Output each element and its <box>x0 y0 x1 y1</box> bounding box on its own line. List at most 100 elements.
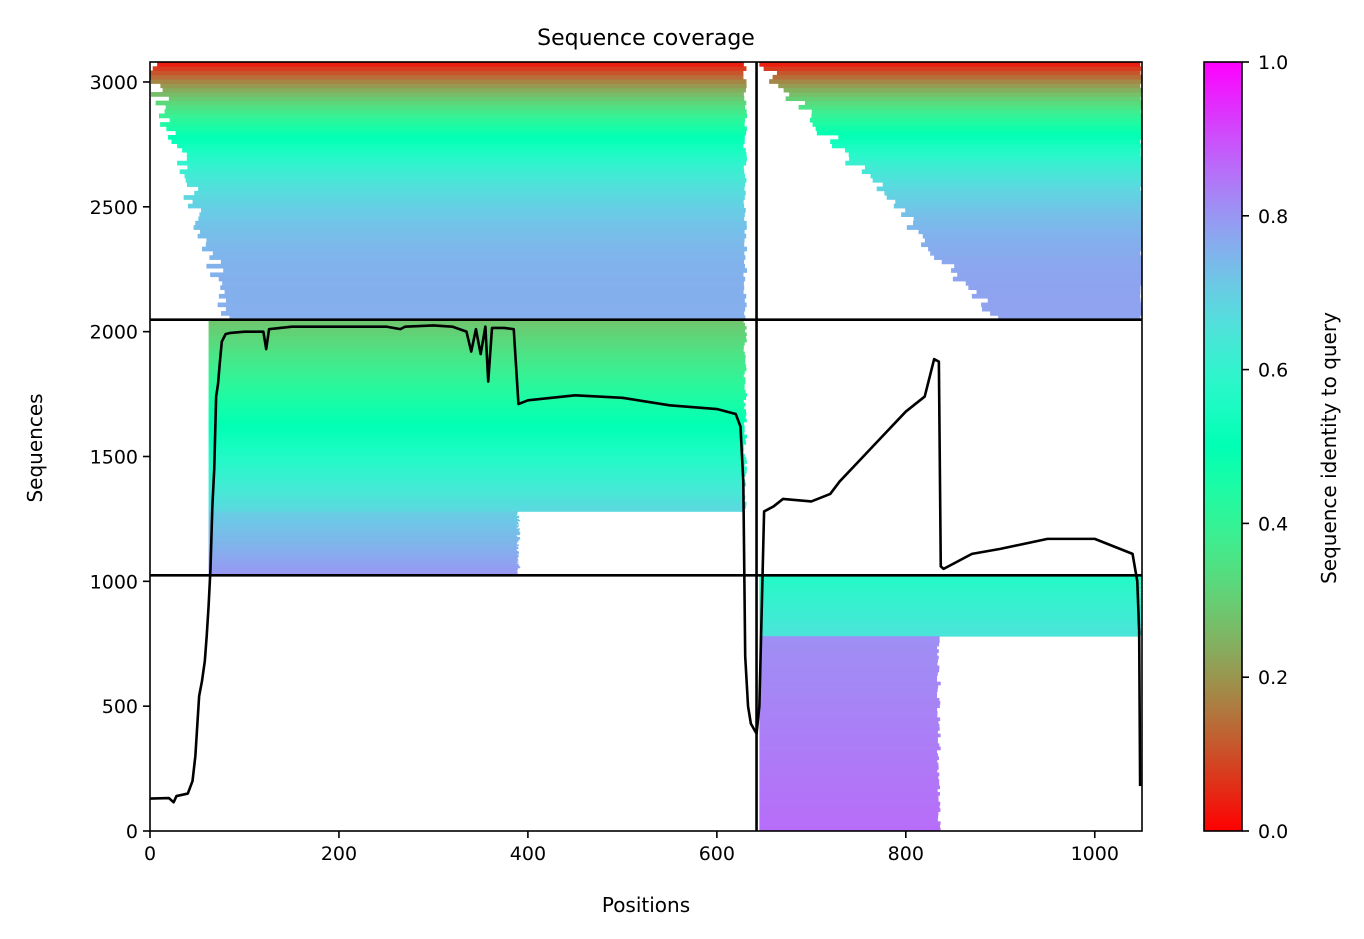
coverage-band <box>922 233 1142 239</box>
y-tick-label: 500 <box>102 696 138 718</box>
coverage-band <box>222 281 744 286</box>
coverage-band <box>208 319 744 324</box>
coverage-band <box>223 268 747 273</box>
coverage-band <box>990 311 1142 316</box>
coverage-band <box>759 707 938 712</box>
coverage-band <box>208 571 518 573</box>
coverage-band <box>759 62 1141 67</box>
coverage-band <box>759 697 940 702</box>
coverage-band <box>218 293 747 299</box>
coverage-band <box>872 177 1142 183</box>
coverage-band <box>229 315 746 321</box>
coverage-band <box>783 87 1142 93</box>
coverage-band <box>208 517 518 520</box>
coverage-band <box>208 514 517 517</box>
coverage-band <box>759 671 938 676</box>
coverage-band <box>759 593 1142 596</box>
coverage-band <box>208 533 520 536</box>
coverage-band <box>208 425 745 429</box>
coverage-band <box>759 586 1142 588</box>
colorbar-label: Sequence identity to query <box>1317 312 1341 584</box>
y-axis-ticks: 0 500 1000 1500 2000 2500 3000 <box>90 72 150 843</box>
coverage-band <box>208 563 519 566</box>
coverage-band <box>785 96 1141 102</box>
coverage-band <box>759 580 1141 582</box>
coverage-band <box>168 135 745 140</box>
coverage-band <box>759 607 1142 610</box>
coverage-band <box>952 276 1142 282</box>
coverage-band <box>208 540 519 542</box>
coverage-band <box>208 482 747 487</box>
coverage-band <box>759 604 1142 607</box>
coverage-band <box>759 612 1142 615</box>
coverage-band <box>208 511 518 513</box>
coverage-band <box>225 306 746 312</box>
y-tick-label: 1000 <box>90 571 138 593</box>
coverage-band <box>183 195 745 200</box>
coverage-band <box>208 428 745 432</box>
block-bottom-right-lower <box>759 636 941 831</box>
coverage-band <box>759 639 940 644</box>
coverage-band <box>177 160 747 166</box>
coverage-band <box>208 322 745 327</box>
coverage-band <box>208 528 521 530</box>
coverage-band <box>759 704 940 709</box>
coverage-band <box>759 766 939 770</box>
coverage-band <box>759 636 940 640</box>
coverage-band <box>759 811 939 816</box>
coverage-band <box>804 100 1142 106</box>
coverage-band <box>971 293 1141 299</box>
coverage-band <box>208 532 521 535</box>
coverage-band <box>208 536 520 539</box>
coverage-band <box>968 285 1141 291</box>
coverage-band <box>876 186 1141 192</box>
coverage-band <box>208 562 517 565</box>
coverage-band <box>208 437 746 442</box>
coverage-band <box>893 203 1142 209</box>
coverage-band <box>208 558 518 560</box>
coverage-band <box>759 785 940 790</box>
coverage-band <box>759 618 1142 621</box>
coverage-band <box>759 792 940 796</box>
coverage-band <box>882 182 1142 187</box>
coverage-band <box>951 268 1142 273</box>
x-tick-label: 1000 <box>1071 843 1119 865</box>
coverage-band <box>195 220 747 226</box>
coverage-band <box>998 315 1141 321</box>
coverage-band <box>759 762 939 767</box>
coverage-band <box>171 139 745 144</box>
coverage-band <box>157 62 744 67</box>
coverage-band <box>200 229 745 235</box>
coverage-band <box>198 186 745 192</box>
coverage-band <box>208 447 745 452</box>
coverage-band <box>220 285 745 291</box>
coverage-band <box>166 126 747 132</box>
coverage-band <box>759 600 1142 603</box>
coverage-band <box>776 70 1141 76</box>
coverage-band <box>208 534 517 537</box>
coverage-band <box>759 585 1142 587</box>
coverage-band <box>759 599 1141 602</box>
coverage-band <box>981 302 1142 308</box>
x-tick-label: 600 <box>699 843 735 865</box>
coverage-band <box>208 545 517 547</box>
coverage-band <box>150 74 744 80</box>
coverage-band <box>182 147 746 153</box>
colorbar-tick-label: 0.8 <box>1258 206 1288 228</box>
coverage-band <box>221 311 745 316</box>
coverage-band <box>759 577 1142 579</box>
coverage-band <box>186 156 747 162</box>
coverage-band <box>928 246 1142 252</box>
y-axis-label: Sequences <box>23 393 47 502</box>
coverage-band <box>886 195 1142 200</box>
coverage-band <box>930 250 1141 256</box>
coverage-band <box>208 444 744 448</box>
coverage-band <box>208 351 745 356</box>
coverage-band <box>160 83 747 89</box>
coverage-band <box>208 450 744 455</box>
coverage-band <box>150 79 747 84</box>
coverage-band <box>759 631 1142 633</box>
coverage-band <box>208 345 744 349</box>
coverage-band <box>197 233 747 239</box>
